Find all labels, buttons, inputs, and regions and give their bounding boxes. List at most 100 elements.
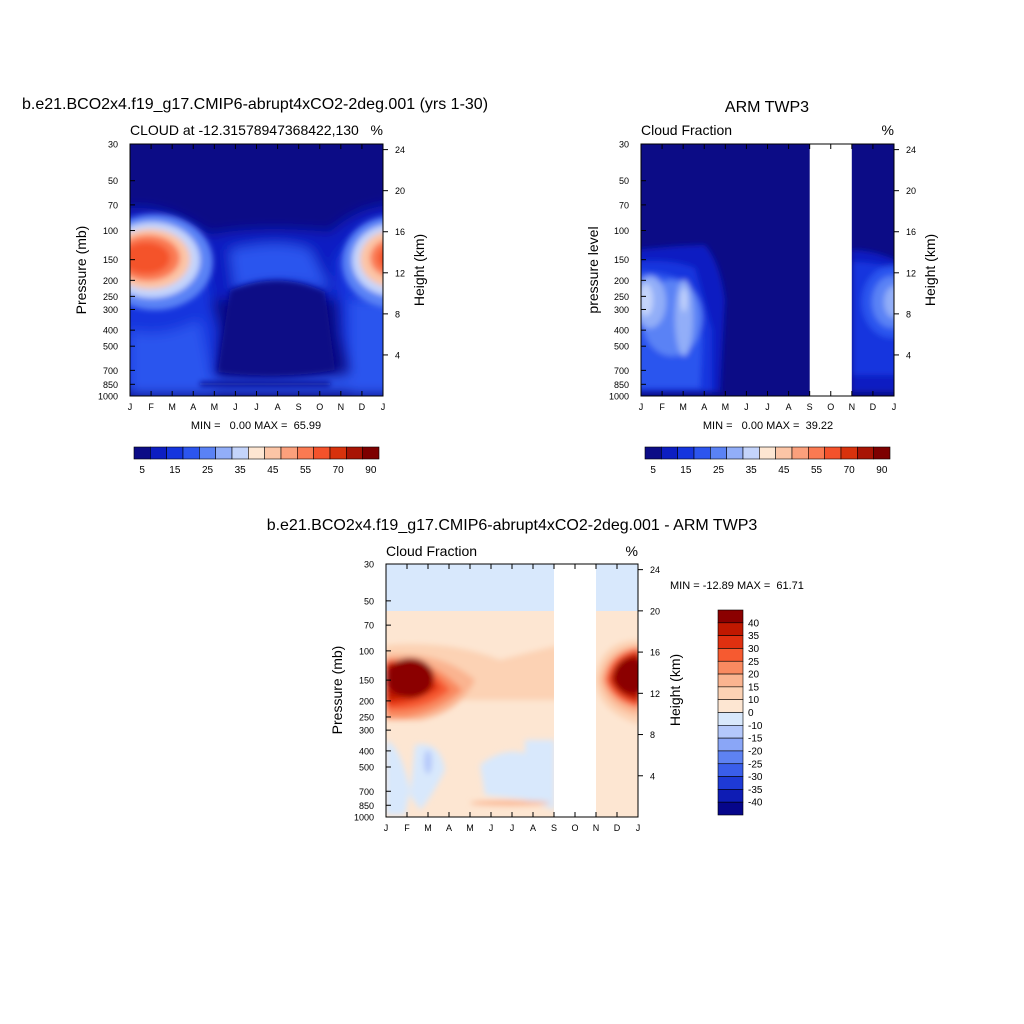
legend-tick-label: 45 <box>267 465 279 476</box>
legend-swatch <box>840 446 858 460</box>
panel-obs: ARM TWP3 Cloud Fraction % <box>585 99 938 476</box>
legend-swatch <box>717 725 744 739</box>
x-tick-label: J <box>639 402 644 412</box>
panel-model-left-subtitle: CLOUD at -12.31578947368422,130 <box>130 122 359 138</box>
legend-tick-label: 5 <box>650 465 656 476</box>
legend-swatch <box>726 446 744 460</box>
legend-swatch <box>717 776 744 790</box>
legend-tick-label: 55 <box>811 465 823 476</box>
y-tick-label: 70 <box>108 200 118 210</box>
y-tick-label: 1000 <box>609 392 629 402</box>
x-tick-label: N <box>338 402 345 412</box>
legend-tick-label: 35 <box>235 465 247 476</box>
y-right-tick-label: 24 <box>650 565 660 575</box>
y-right-tick-label: 16 <box>906 227 916 237</box>
y-tick-label: 850 <box>359 801 374 811</box>
y-tick-label: 500 <box>614 342 629 352</box>
panel-diff-left-subtitle: Cloud Fraction <box>386 543 477 559</box>
legend-tick-label: 70 <box>844 465 856 476</box>
legend-tick-label: 40 <box>748 618 760 629</box>
legend-swatch <box>215 446 233 460</box>
y-tick-label: 700 <box>103 366 118 376</box>
y-tick-label: 1000 <box>98 392 118 402</box>
legend-swatch <box>644 446 662 460</box>
panel-obs-legend: 5 15 25 35 45 55 70 90 <box>644 446 891 476</box>
panel-diff-field <box>386 564 638 817</box>
legend-swatch <box>182 446 200 460</box>
legend-swatch <box>329 446 347 460</box>
y-tick-label: 70 <box>364 621 374 631</box>
legend-swatch <box>717 712 744 726</box>
x-tick-label: D <box>870 402 877 412</box>
legend-swatch <box>150 446 167 460</box>
panel-model-ylabel: Pressure (mb) <box>73 226 89 315</box>
legend-tick-label: 45 <box>778 465 790 476</box>
y-tick-label: 150 <box>103 255 118 265</box>
legend-tick-label: 30 <box>748 644 760 655</box>
x-tick-label: J <box>384 823 389 833</box>
legend-tick-label: -20 <box>748 746 763 757</box>
legend-tick-label: -30 <box>748 772 763 783</box>
panel-model-minmax: MIN = 0.00 MAX = 65.99 <box>191 420 321 432</box>
panel-obs-field <box>641 144 894 396</box>
legend-tick-label: 15 <box>748 682 760 693</box>
x-tick-label: M <box>211 402 219 412</box>
x-tick-label: M <box>168 402 176 412</box>
panel-model-right-subtitle: % <box>371 122 383 138</box>
legend-tick-label: 5 <box>139 465 145 476</box>
panel-model-title: b.e21.BCO2x4.f19_g17.CMIP6-abrupt4xCO2-2… <box>22 96 488 113</box>
legend-swatch <box>717 789 744 803</box>
panel-diff-right-subtitle: % <box>626 543 638 559</box>
legend-tick-label: 20 <box>748 670 760 681</box>
x-tick-label: A <box>786 402 792 412</box>
y-right-tick-label: 8 <box>650 730 655 740</box>
x-tick-label: J <box>636 823 641 833</box>
panel-diff-missing-region <box>554 564 596 817</box>
y-tick-label: 250 <box>359 712 374 722</box>
x-tick-label: J <box>892 402 897 412</box>
legend-tick-label: -40 <box>748 798 763 809</box>
x-tick-label: M <box>722 402 730 412</box>
panel-diff-ylabel: Pressure (mb) <box>329 646 345 735</box>
legend-tick-label: -15 <box>748 734 763 745</box>
panel-obs-y-right-ticks: 24 20 16 12 8 4 <box>894 145 916 360</box>
legend-swatch <box>857 446 874 460</box>
legend-swatch <box>248 446 265 460</box>
legend-swatch <box>346 446 363 460</box>
y-tick-label: 500 <box>103 342 118 352</box>
legend-tick-label: 25 <box>748 657 760 668</box>
x-tick-label: N <box>849 402 856 412</box>
legend-swatch <box>824 446 842 460</box>
legend-swatch <box>759 446 776 460</box>
y-tick-label: 50 <box>364 596 374 606</box>
legend-swatch <box>873 446 891 460</box>
legend-swatch <box>231 446 249 460</box>
x-tick-label: S <box>296 402 302 412</box>
x-tick-label: M <box>466 823 474 833</box>
y-right-tick-label: 4 <box>650 771 655 781</box>
y-tick-label: 1000 <box>354 813 374 823</box>
legend-swatch <box>199 446 216 460</box>
legend-tick-label: -25 <box>748 759 763 770</box>
legend-swatch <box>264 446 282 460</box>
panel-model-field <box>130 144 383 396</box>
x-tick-label: J <box>765 402 770 412</box>
legend-swatch <box>133 446 151 460</box>
y-tick-label: 100 <box>614 226 629 236</box>
x-tick-label: F <box>148 402 154 412</box>
panel-model-y-right-ticks: 24 20 16 12 8 4 <box>383 145 405 360</box>
legend-swatch <box>693 446 711 460</box>
y-tick-label: 400 <box>103 326 118 336</box>
y-right-tick-label: 8 <box>906 309 911 319</box>
y-tick-label: 150 <box>359 676 374 686</box>
x-tick-label: D <box>359 402 366 412</box>
panel-diff-title: b.e21.BCO2x4.f19_g17.CMIP6-abrupt4xCO2-2… <box>267 517 758 534</box>
legend-swatch <box>717 648 744 662</box>
y-tick-label: 50 <box>108 176 118 186</box>
legend-swatch <box>742 446 760 460</box>
y-tick-label: 700 <box>359 787 374 797</box>
legend-tick-label: 90 <box>876 465 888 476</box>
y-tick-label: 850 <box>614 380 629 390</box>
